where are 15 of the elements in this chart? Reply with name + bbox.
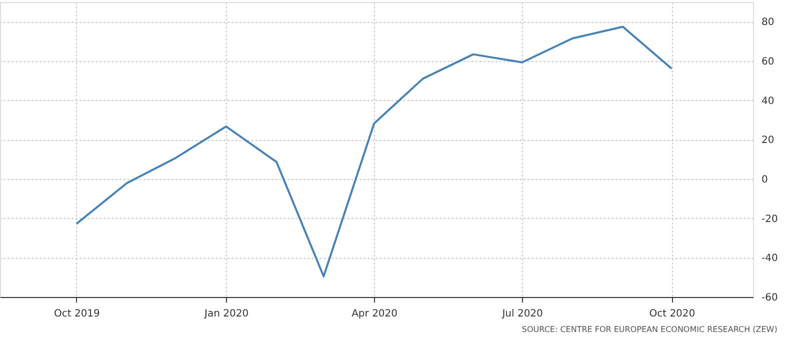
- x-tick-label: Jan 2020: [204, 308, 249, 320]
- line-series: [75, 26, 673, 278]
- y-tick-label: 40: [762, 96, 774, 107]
- y-tick-label: -40: [762, 253, 778, 264]
- y-tick-label: 0: [762, 174, 768, 186]
- x-tick-label: Oct 2020: [649, 308, 696, 320]
- x-tick-label: Apr 2020: [352, 308, 398, 320]
- y-tick-label: -60: [762, 292, 778, 304]
- source-note: SOURCE: CENTRE FOR EUROPEAN ECONOMIC RESEARCH (ZEW): [522, 325, 778, 334]
- x-tick-label: Jul 2020: [501, 308, 543, 320]
- y-tick-label: 60: [762, 56, 774, 68]
- y-tick-label: 20: [762, 135, 774, 146]
- y-tick-label: -20: [762, 214, 778, 225]
- x-tick-label: Oct 2019: [54, 308, 100, 320]
- y-tick-label: 80: [762, 17, 774, 28]
